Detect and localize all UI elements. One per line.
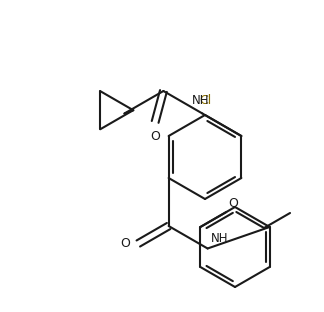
Text: O: O (228, 197, 238, 210)
Text: NH: NH (192, 95, 209, 108)
Text: Cl: Cl (199, 94, 211, 107)
Text: O: O (121, 237, 130, 250)
Text: NH: NH (211, 232, 228, 245)
Text: O: O (150, 130, 160, 143)
